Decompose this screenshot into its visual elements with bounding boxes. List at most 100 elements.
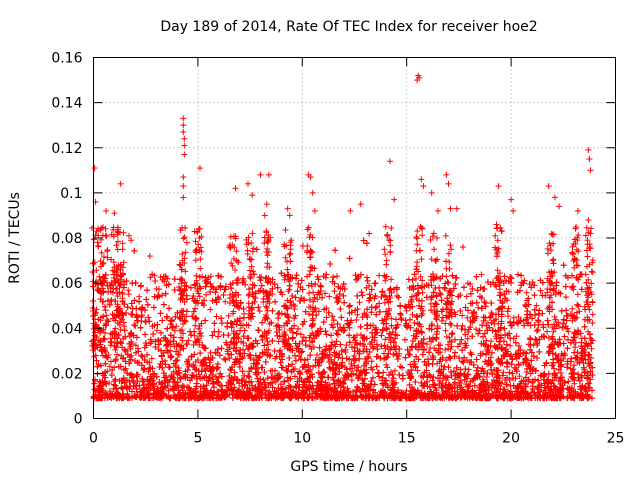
- data-point: [306, 311, 313, 318]
- data-point: [93, 306, 100, 313]
- data-point: [297, 331, 304, 338]
- data-point: [262, 358, 269, 365]
- data-point: [207, 273, 214, 280]
- data-point: [190, 308, 197, 315]
- data-point: [505, 305, 512, 312]
- data-point: [348, 377, 355, 384]
- data-point: [168, 353, 175, 360]
- data-point: [443, 258, 450, 265]
- data-point: [411, 319, 418, 326]
- data-point: [313, 351, 320, 358]
- data-point: [136, 298, 143, 305]
- data-point: [565, 336, 572, 343]
- data-point: [458, 325, 465, 332]
- data-point: [565, 328, 572, 335]
- data-point: [436, 284, 443, 291]
- data-point: [563, 294, 570, 301]
- data-point: [363, 274, 370, 281]
- data-point: [535, 326, 542, 333]
- data-point: [183, 308, 190, 315]
- data-point: [240, 314, 247, 321]
- data-point: [91, 380, 98, 387]
- data-point: [571, 362, 578, 369]
- data-point: [359, 292, 366, 299]
- data-point: [256, 308, 263, 315]
- data-point: [150, 304, 157, 311]
- data-point: [343, 342, 350, 349]
- data-point: [397, 310, 404, 317]
- data-point: [568, 355, 575, 362]
- data-point: [152, 277, 159, 284]
- data-point: [368, 358, 375, 365]
- data-point: [463, 293, 470, 300]
- data-point: [560, 316, 567, 323]
- data-point: [131, 322, 138, 329]
- data-point: [132, 322, 139, 329]
- data-point: [544, 328, 551, 335]
- data-point: [286, 354, 293, 361]
- data-point: [99, 352, 106, 359]
- data-point: [299, 338, 306, 345]
- data-point: [144, 287, 151, 294]
- data-point: [112, 325, 119, 332]
- data-point: [284, 374, 291, 381]
- data-point: [551, 313, 558, 320]
- data-point: [503, 341, 510, 348]
- data-point: [138, 352, 145, 359]
- data-point: [452, 281, 459, 288]
- data-point: [333, 273, 340, 280]
- data-point: [328, 332, 335, 339]
- data-point: [535, 377, 542, 384]
- data-point: [151, 293, 158, 300]
- data-point: [356, 299, 363, 306]
- data-point: [215, 333, 222, 340]
- data-point: [207, 306, 214, 313]
- data-point: [155, 292, 162, 299]
- data-point: [488, 300, 495, 307]
- data-point: [523, 289, 530, 296]
- data-point: [426, 349, 433, 356]
- data-point: [281, 378, 288, 385]
- data-point: [275, 315, 282, 322]
- data-point: [295, 325, 302, 332]
- data-point: [357, 323, 364, 330]
- data-point: [208, 283, 215, 290]
- data-point: [275, 370, 282, 377]
- data-point: [293, 275, 300, 282]
- data-point: [222, 298, 229, 305]
- data-point: [329, 313, 336, 320]
- data-point: [340, 281, 347, 288]
- data-point: [125, 287, 132, 294]
- data-point: [467, 290, 474, 297]
- data-point: [410, 332, 417, 339]
- data-point: [565, 378, 572, 385]
- data-point: [304, 356, 311, 363]
- data-point: [118, 384, 125, 391]
- chart-title: Day 189 of 2014, Rate Of TEC Index for r…: [160, 19, 537, 35]
- data-point: [202, 317, 209, 324]
- data-point: [518, 272, 525, 279]
- data-point: [258, 282, 265, 289]
- data-point: [289, 293, 296, 300]
- data-point: [156, 364, 163, 371]
- data-point: [581, 335, 588, 342]
- data-point: [171, 276, 178, 283]
- data-point: [527, 370, 534, 377]
- data-point: [331, 353, 338, 360]
- data-point: [197, 350, 204, 357]
- data-point: [272, 298, 279, 305]
- data-point: [157, 310, 164, 317]
- data-point: [131, 247, 138, 254]
- data-point: [292, 294, 299, 301]
- grid-lines: [93, 57, 616, 419]
- data-point: [364, 322, 371, 329]
- data-point: [330, 274, 337, 281]
- data-point: [393, 316, 400, 323]
- data-point: [438, 297, 445, 304]
- data-point: [218, 345, 225, 352]
- data-point: [249, 382, 256, 389]
- data-point: [247, 351, 254, 358]
- data-point: [448, 321, 455, 328]
- data-point: [558, 307, 565, 314]
